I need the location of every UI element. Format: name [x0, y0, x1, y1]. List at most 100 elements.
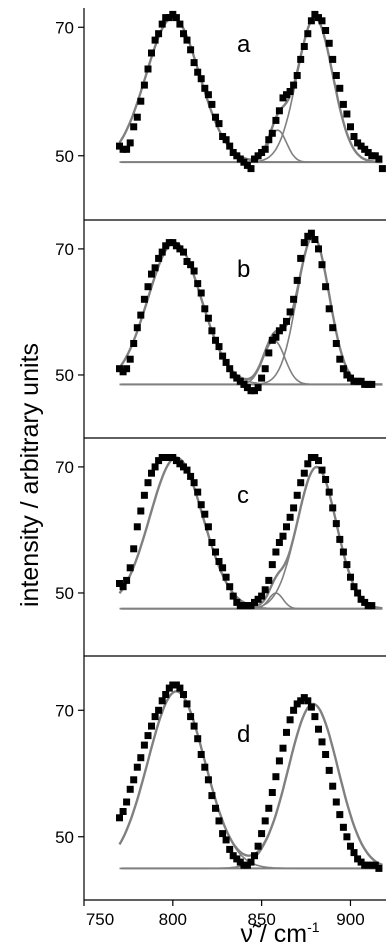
panel-b: b 5070 [55, 230, 382, 395]
data-point [276, 757, 283, 764]
data-point [336, 536, 343, 543]
data-point [201, 85, 208, 92]
data-point [304, 30, 311, 37]
data-point [212, 805, 219, 812]
data-point [194, 280, 201, 287]
data-point [191, 268, 198, 275]
data-point [343, 111, 350, 118]
data-point [216, 343, 223, 350]
panel-label-a: a [237, 31, 251, 58]
data-point [272, 334, 279, 341]
data-point [326, 40, 333, 47]
data-point [319, 738, 326, 745]
data-point [176, 21, 183, 28]
y-tick-label: 70 [55, 701, 74, 720]
data-point [127, 564, 134, 571]
data-point [145, 283, 152, 290]
data-point [187, 46, 194, 53]
data-point [265, 349, 272, 356]
data-point [173, 14, 180, 21]
data-point [290, 296, 297, 303]
data-point [340, 824, 347, 831]
data-point [262, 586, 269, 593]
data-point [297, 479, 304, 486]
data-point [134, 324, 141, 331]
data-point [201, 511, 208, 518]
data-point [137, 508, 144, 515]
data-point [272, 549, 279, 556]
data-point [191, 479, 198, 486]
data-point [308, 704, 315, 711]
panel-d: d 5070 [55, 682, 382, 872]
data-point [194, 69, 201, 76]
x-tick-label: 750 [86, 910, 114, 929]
data-point [148, 723, 155, 730]
data-point [219, 830, 226, 837]
data-point [152, 37, 159, 44]
data-point [141, 742, 148, 749]
data-point [248, 859, 255, 866]
data-point [155, 255, 162, 262]
fit-curve [120, 691, 383, 865]
data-point [208, 792, 215, 799]
data-point [130, 776, 137, 783]
data-point [201, 305, 208, 312]
data-point [290, 82, 297, 89]
data-point [194, 489, 201, 496]
data-point [134, 114, 141, 121]
data-point [255, 384, 262, 391]
data-point [262, 146, 269, 153]
panel-a: a 5070 [55, 11, 386, 172]
data-point [148, 470, 155, 477]
data-point [159, 249, 166, 256]
data-point [223, 359, 230, 366]
data-point [258, 593, 265, 600]
data-point [351, 583, 358, 590]
data-point [159, 697, 166, 704]
data-point [351, 133, 358, 140]
component-curve [120, 458, 383, 609]
data-point [127, 139, 134, 146]
data-point [141, 492, 148, 499]
data-point [152, 264, 159, 271]
data-point [379, 165, 386, 172]
data-point [354, 590, 361, 597]
data-point [219, 564, 226, 571]
data-point [272, 773, 279, 780]
data-point [283, 523, 290, 530]
data-point [226, 846, 233, 853]
data-point [287, 716, 294, 723]
data-point [333, 340, 340, 347]
data-point [226, 583, 233, 590]
data-point [141, 296, 148, 303]
y-axis-label: intensity / arbitrary units [16, 343, 44, 607]
data-point [375, 865, 382, 872]
data-point [265, 136, 272, 143]
data-point [258, 375, 265, 382]
data-point [290, 504, 297, 511]
data-point [208, 101, 215, 108]
data-point [315, 726, 322, 733]
x-axis-label-main: ν̃ / cm [240, 920, 307, 945]
data-point [145, 479, 152, 486]
data-point [208, 327, 215, 334]
y-tick-label: 50 [55, 366, 74, 385]
y-tick-label: 70 [55, 18, 74, 37]
data-point [120, 808, 127, 815]
data-point [191, 723, 198, 730]
data-point [308, 230, 315, 237]
data-point [134, 764, 141, 771]
data-point [304, 460, 311, 467]
data-point [287, 514, 294, 521]
data-point [127, 356, 134, 363]
data-point [283, 318, 290, 325]
data-point [333, 520, 340, 527]
data-point [304, 697, 311, 704]
data-point [223, 574, 230, 581]
data-point [301, 470, 308, 477]
data-point [198, 751, 205, 758]
data-point [116, 814, 123, 821]
data-point [120, 583, 127, 590]
data-point [287, 88, 294, 95]
